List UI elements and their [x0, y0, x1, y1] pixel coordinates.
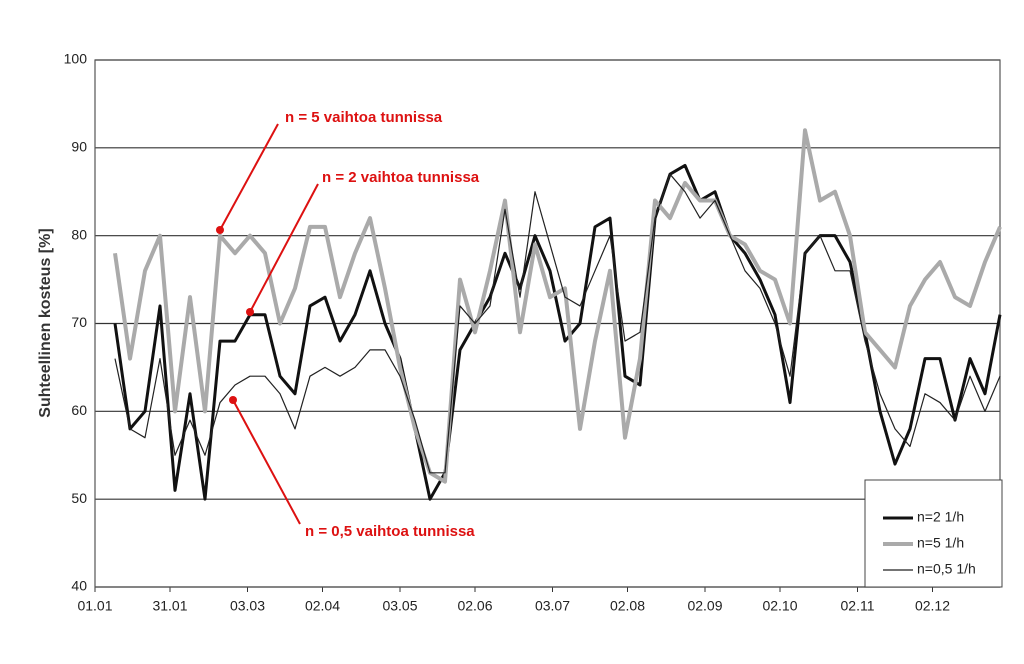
line-series [114, 173, 1001, 474]
x-tick-label: 01.01 [77, 598, 112, 614]
annotation: n = 2 vaihtoa tunnissa [322, 169, 480, 186]
line-series [113, 128, 1002, 484]
y-tick-label: 90 [71, 139, 87, 155]
legend-box [864, 479, 1003, 588]
annotation-pointer [249, 183, 319, 313]
y-tick-label: 40 [71, 578, 87, 594]
x-tick-label: 02.09 [687, 598, 722, 614]
x-tick-label: 31.01 [152, 598, 187, 614]
x-tick-label: 03.05 [382, 598, 417, 614]
plot-frame [94, 59, 1001, 588]
y-tick-label: 80 [71, 226, 87, 242]
line-series [113, 163, 1002, 501]
annotation-dot [216, 226, 224, 234]
y-axis-label: Suhteellinen kosteus [%] [37, 228, 54, 417]
x-tick-label: 03.03 [230, 598, 265, 614]
annotation-dot [229, 396, 237, 404]
legend-label: n=0,5 1/h [917, 561, 976, 577]
x-tick-label: 02.11 [841, 598, 875, 614]
annotation: n = 5 vaihtoa tunnissa [285, 109, 443, 126]
x-tick-label: 03.07 [535, 598, 570, 614]
legend-label: n=2 1/h [917, 509, 964, 525]
annotation-dot [246, 308, 254, 316]
x-tick-label: 02.08 [610, 598, 645, 614]
x-tick-label: 02.10 [762, 598, 797, 614]
x-tick-label: 02.04 [305, 598, 340, 614]
y-tick-label: 100 [64, 51, 88, 67]
x-tick-label: 02.06 [457, 598, 492, 614]
annotation-pointer [219, 123, 279, 231]
annotation-pointer [232, 399, 301, 525]
x-tick-label: 02.12 [915, 598, 950, 614]
legend-label: n=5 1/h [917, 535, 964, 551]
annotation: n = 0,5 vaihtoa tunnissa [305, 523, 475, 540]
y-tick-label: 70 [71, 314, 87, 330]
y-tick-label: 50 [71, 490, 87, 506]
y-tick-label: 60 [71, 402, 87, 418]
